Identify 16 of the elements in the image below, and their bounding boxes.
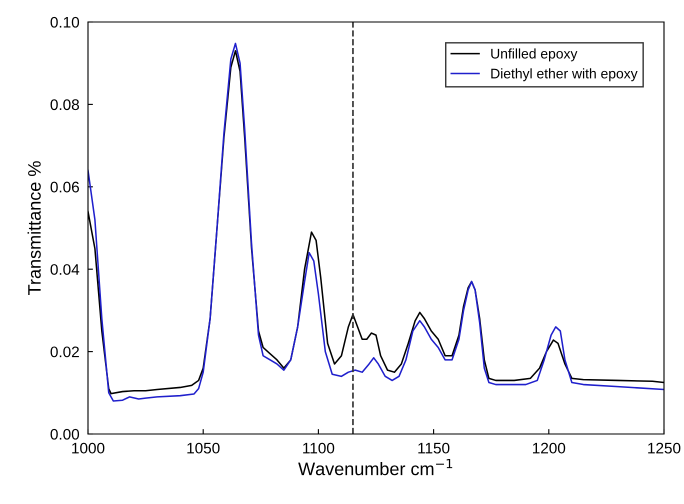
y-tick-label: 0.08 (50, 99, 80, 110)
x-tick-label: 1050 (187, 442, 220, 454)
y-tick-label: 0.04 (50, 264, 80, 275)
x-tick-label: 1100 (303, 442, 334, 454)
legend-label: Unfilled epoxy (491, 48, 578, 62)
x-axis-title: Wavenumber cm$^{−1}$ (298, 458, 452, 476)
y-axis-title: Transmittance % (28, 161, 41, 295)
y-tick-label: 0.06 (50, 182, 79, 192)
x-tick-label: 1250 (648, 442, 680, 454)
legend-label: Diethyl ether with epoxy (491, 68, 638, 82)
y-tick-label: 0.10 (50, 16, 80, 28)
y-tick-label: 0.00 (50, 428, 80, 440)
x-tick-label: 1200 (532, 442, 566, 454)
x-tick-label: 1000 (72, 442, 104, 454)
y-tick-label: 0.02 (50, 346, 79, 358)
x-tick-label: 1150 (418, 442, 450, 454)
